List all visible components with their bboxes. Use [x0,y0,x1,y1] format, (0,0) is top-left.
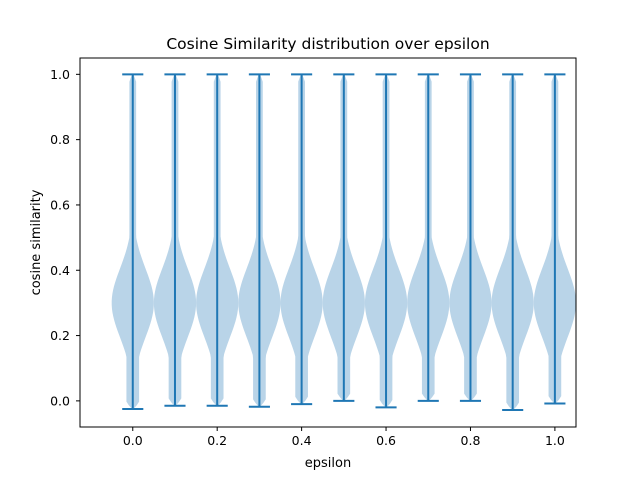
x-tick-label: 1.0 [545,433,565,448]
x-axis: 0.0 0.2 0.4 0.6 0.8 1.0 [123,427,565,448]
violin-7 [407,73,450,402]
violin-0 [111,73,154,411]
x-axis-label: epsilon [305,456,351,471]
violins-layer [111,73,576,412]
x-tick-label: 0.6 [376,433,396,448]
violin-2 [196,73,239,407]
y-tick-label: 0.6 [50,197,70,212]
violin-1 [153,73,197,407]
chart-title: Cosine Similarity distribution over epsi… [166,35,489,53]
x-tick-label: 0.0 [123,433,143,448]
violin-9 [491,73,534,412]
y-tick-label: 0.8 [50,132,70,147]
y-tick-label: 0.0 [50,393,70,408]
x-tick-label: 0.4 [292,433,312,448]
y-axis-label: cosine similarity [29,189,44,295]
x-tick-label: 0.8 [461,433,481,448]
x-tick-label: 0.2 [207,433,227,448]
violin-3 [238,73,281,408]
plot-frame [79,57,577,428]
violin-6 [364,73,408,409]
violin-5 [322,73,365,402]
violin-10 [533,73,576,405]
y-axis: 0.0 0.2 0.4 0.6 0.8 1.0 [50,67,80,408]
y-tick-label: 1.0 [50,67,70,82]
violin-4 [280,73,323,406]
y-tick-label: 0.4 [50,263,70,278]
violin-8 [449,73,492,402]
y-tick-label: 0.2 [50,328,70,343]
